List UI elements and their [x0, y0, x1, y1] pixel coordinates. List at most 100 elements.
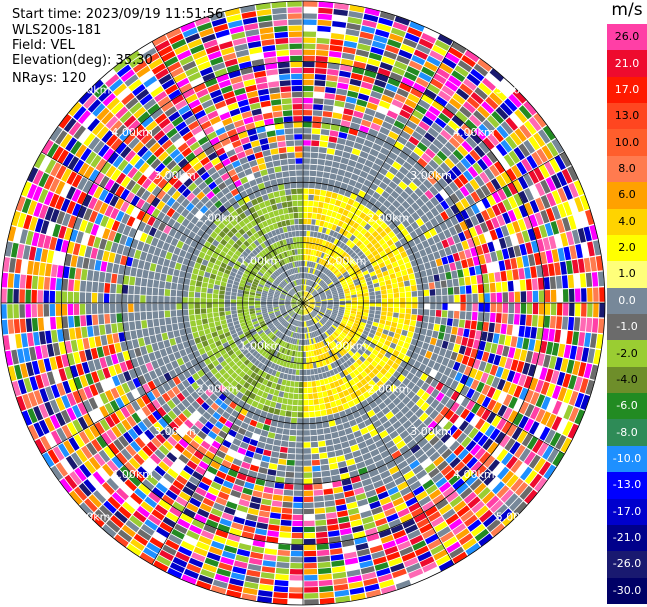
radar-gate — [385, 279, 392, 285]
radar-gate — [439, 272, 446, 281]
radar-gate — [154, 367, 163, 377]
radar-gate — [308, 314, 312, 320]
radar-gate — [151, 388, 161, 399]
radar-gate — [350, 347, 357, 354]
radar-gate — [319, 280, 325, 286]
radar-gate — [289, 325, 293, 331]
radar-gate — [233, 560, 248, 569]
radar-gate — [578, 332, 585, 347]
radar-gate — [309, 274, 313, 280]
radar-gate — [191, 400, 201, 410]
radar-gate — [392, 200, 401, 209]
radar-gate — [93, 199, 103, 212]
radar-gate — [459, 286, 466, 295]
radar-gate — [23, 347, 31, 362]
radar-gate — [339, 300, 345, 303]
radar-gate — [303, 291, 305, 297]
radar-gate — [545, 250, 554, 264]
radar-gate — [498, 508, 513, 522]
radar-gate — [183, 370, 192, 379]
radar-gate — [421, 382, 430, 392]
radar-gate — [544, 303, 551, 315]
radar-gate — [338, 276, 345, 282]
radar-gate — [160, 325, 167, 334]
radar-gate — [88, 197, 98, 210]
radar-gate — [334, 100, 345, 108]
radar-gate — [540, 210, 550, 224]
radar-gate — [297, 351, 301, 357]
radar-gate — [183, 284, 190, 291]
radar-gate — [451, 70, 466, 82]
radar-gate — [441, 256, 449, 265]
radar-gate — [501, 281, 508, 292]
radar-gate — [549, 158, 561, 173]
radar-gate — [501, 78, 516, 93]
radar-gate — [314, 74, 326, 81]
radar-gate — [260, 504, 271, 512]
radar-gate — [528, 454, 541, 469]
radar-gate — [214, 398, 223, 406]
radar-gate — [402, 274, 409, 282]
radar-gate — [442, 57, 457, 69]
radar-gate — [428, 159, 439, 170]
radar-gate — [474, 370, 484, 381]
radar-gate — [305, 249, 309, 255]
radar-gate — [265, 345, 271, 352]
radar-gate — [292, 305, 298, 309]
radar-gate — [248, 300, 255, 303]
radar-gate — [340, 120, 351, 128]
radar-gate — [230, 572, 246, 581]
radar-gate — [397, 258, 405, 266]
radar-gate — [327, 222, 333, 230]
radar-gate — [346, 359, 353, 367]
radar-gate — [337, 314, 343, 318]
radar-gate — [567, 215, 577, 230]
radar-gate — [129, 321, 136, 331]
radar-gate — [429, 369, 438, 378]
radar-gate — [445, 207, 455, 218]
radar-gate — [206, 308, 213, 314]
radar-gate — [528, 116, 542, 132]
radar-gate — [159, 281, 166, 289]
radar-gate — [457, 448, 469, 461]
radar-gate — [265, 282, 272, 287]
radar-gate — [261, 307, 267, 310]
radar-gate — [382, 420, 392, 429]
radar-gate — [362, 113, 374, 122]
radar-gate — [389, 104, 401, 114]
radar-gate — [376, 217, 384, 226]
radar-gate — [325, 345, 330, 352]
radar-gate — [392, 497, 405, 507]
radar-gate — [229, 401, 237, 410]
radar-gate — [409, 534, 424, 546]
radar-gate — [313, 250, 317, 256]
radar-gate — [201, 282, 208, 288]
radar-gate — [330, 251, 336, 257]
radar-gate — [35, 345, 43, 360]
radar-gate — [331, 324, 337, 330]
radar-gate — [304, 273, 306, 279]
radar-gate — [475, 418, 486, 430]
radar-gate — [420, 168, 431, 179]
radar-gate — [76, 256, 84, 268]
radar-gate — [437, 526, 451, 538]
radar-gate — [318, 289, 323, 293]
radar-gate — [322, 391, 328, 398]
radar-gate — [449, 546, 464, 559]
radar-gate — [249, 392, 257, 400]
radar-gate — [532, 290, 539, 302]
radar-gate — [388, 268, 395, 275]
radar-gate — [175, 336, 182, 344]
radar-gate — [224, 299, 231, 303]
radar-gate — [328, 420, 336, 427]
radar-gate — [63, 266, 70, 279]
radar-gate — [152, 532, 167, 544]
radar-gate — [120, 483, 133, 496]
radar-gate — [154, 229, 163, 239]
radar-gate — [27, 424, 39, 440]
radar-gate — [384, 186, 394, 195]
radar-gate — [176, 357, 185, 366]
radar-gate — [66, 186, 76, 200]
radar-gate — [489, 229, 498, 241]
radar-gate — [458, 250, 466, 260]
